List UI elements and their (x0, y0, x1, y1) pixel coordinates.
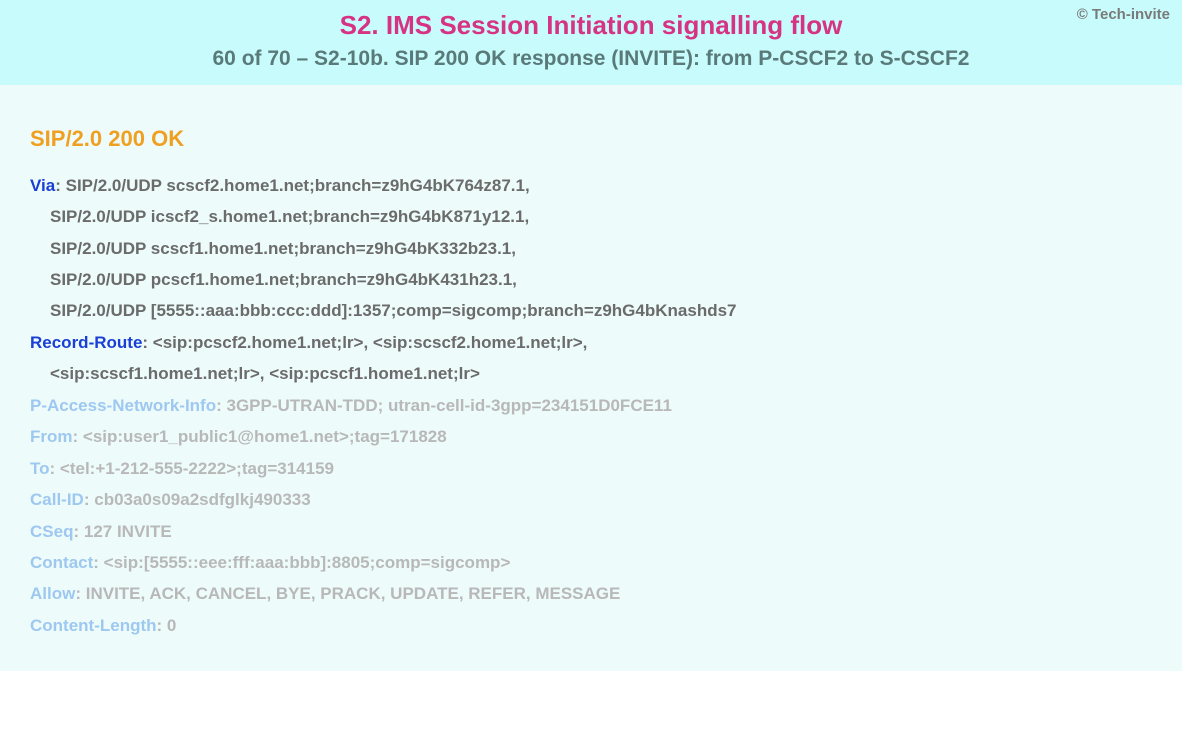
page-root: © Tech-invite S2. IMS Session Initiation… (0, 0, 1182, 671)
sip-header-colon: : (142, 333, 152, 352)
sip-header-row: Allow: INVITE, ACK, CANCEL, BYE, PRACK, … (30, 578, 1152, 609)
sip-header-value: 3GPP-UTRAN-TDD; utran-cell-id-3gpp=23415… (227, 396, 672, 415)
sip-header-colon: : (216, 396, 226, 415)
sip-header-row: Contact: <sip:[5555::eee:fff:aaa:bbb]:88… (30, 547, 1152, 578)
sip-header-name: From (30, 427, 73, 446)
sip-header-row: Via: SIP/2.0/UDP scscf2.home1.net;branch… (30, 170, 1152, 201)
sip-status-line: SIP/2.0 200 OK (30, 119, 1152, 160)
sip-header-colon: : (93, 553, 103, 572)
page-subtitle: 60 of 70 – S2-10b. SIP 200 OK response (… (20, 47, 1162, 71)
sip-header-continuation: SIP/2.0/UDP icscf2_s.home1.net;branch=z9… (30, 201, 1152, 232)
sip-header-value: <tel:+1-212-555-2222>;tag=314159 (60, 459, 334, 478)
sip-header-continuation: SIP/2.0/UDP pcscf1.home1.net;branch=z9hG… (30, 264, 1152, 295)
sip-header-colon: : (157, 616, 167, 635)
sip-header-name: P-Access-Network-Info (30, 396, 216, 415)
sip-header-colon: : (75, 584, 85, 603)
sip-header-continuation: SIP/2.0/UDP scscf1.home1.net;branch=z9hG… (30, 233, 1152, 264)
sip-header-value: <sip:user1_public1@home1.net>;tag=171828 (83, 427, 447, 446)
sip-header-value: SIP/2.0/UDP scscf2.home1.net;branch=z9hG… (66, 176, 530, 195)
sip-header-row: Record-Route: <sip:pcscf2.home1.net;lr>,… (30, 327, 1152, 358)
sip-header-value: SIP/2.0/UDP pcscf1.home1.net;branch=z9hG… (50, 270, 517, 289)
sip-header-row: To: <tel:+1-212-555-2222>;tag=314159 (30, 453, 1152, 484)
sip-header-value: cb03a0s09a2sdfglkj490333 (94, 490, 310, 509)
sip-header-name: Call-ID (30, 490, 84, 509)
sip-header-continuation: SIP/2.0/UDP [5555::aaa:bbb:ccc:ddd]:1357… (30, 295, 1152, 326)
sip-header-name: Record-Route (30, 333, 142, 352)
sip-header-name: Contact (30, 553, 93, 572)
sip-header-value: 127 INVITE (84, 522, 172, 541)
sip-header-name: To (30, 459, 50, 478)
sip-header-row: CSeq: 127 INVITE (30, 516, 1152, 547)
sip-header-row: Call-ID: cb03a0s09a2sdfglkj490333 (30, 484, 1152, 515)
sip-header-value: SIP/2.0/UDP scscf1.home1.net;branch=z9hG… (50, 239, 516, 258)
sip-header-colon: : (50, 459, 60, 478)
sip-header-value: SIP/2.0/UDP icscf2_s.home1.net;branch=z9… (50, 207, 529, 226)
sip-header-continuation: <sip:scscf1.home1.net;lr>, <sip:pcscf1.h… (30, 358, 1152, 389)
sip-header-name: Allow (30, 584, 75, 603)
sip-header-row: Content-Length: 0 (30, 610, 1152, 641)
copyright-label: © Tech-invite (1077, 6, 1170, 23)
sip-header-value: <sip:pcscf2.home1.net;lr>, <sip:scscf2.h… (153, 333, 588, 352)
sip-header-name: Content-Length (30, 616, 157, 635)
sip-header-colon: : (55, 176, 65, 195)
sip-headers-container: Via: SIP/2.0/UDP scscf2.home1.net;branch… (30, 170, 1152, 642)
sip-header-name: CSeq (30, 522, 73, 541)
sip-header-colon: : (84, 490, 94, 509)
sip-header-name: Via (30, 176, 55, 195)
sip-header-row: P-Access-Network-Info: 3GPP-UTRAN-TDD; u… (30, 390, 1152, 421)
sip-header-value: SIP/2.0/UDP [5555::aaa:bbb:ccc:ddd]:1357… (50, 301, 737, 320)
sip-header-colon: : (73, 427, 83, 446)
sip-header-value: <sip:[5555::eee:fff:aaa:bbb]:8805;comp=s… (104, 553, 511, 572)
sip-header-row: From: <sip:user1_public1@home1.net>;tag=… (30, 421, 1152, 452)
sip-header-colon: : (73, 522, 83, 541)
sip-header-value: INVITE, ACK, CANCEL, BYE, PRACK, UPDATE,… (86, 584, 621, 603)
sip-message-body: SIP/2.0 200 OK Via: SIP/2.0/UDP scscf2.h… (0, 85, 1182, 671)
page-title: S2. IMS Session Initiation signalling fl… (20, 10, 1162, 41)
sip-header-value: <sip:scscf1.home1.net;lr>, <sip:pcscf1.h… (50, 364, 480, 383)
sip-header-value: 0 (167, 616, 176, 635)
header-bar: © Tech-invite S2. IMS Session Initiation… (0, 0, 1182, 85)
